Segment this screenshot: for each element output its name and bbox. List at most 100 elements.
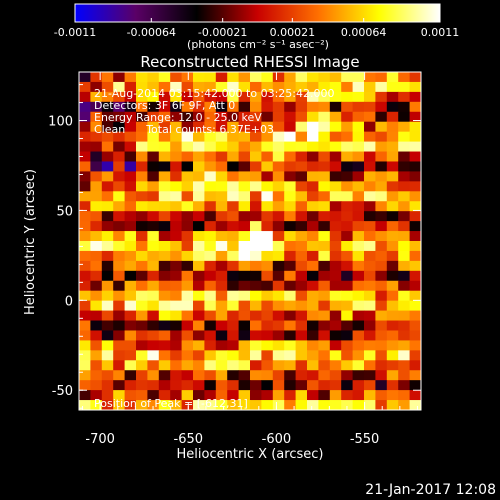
heatmap-cell: [272, 390, 285, 401]
heatmap-cell: [136, 280, 148, 292]
heatmap-cell: [341, 360, 354, 371]
heatmap-cell: [364, 141, 376, 153]
heatmap-cell: [295, 241, 308, 252]
heatmap-cell: [386, 400, 399, 410]
heatmap-cell: [90, 151, 103, 162]
heatmap-cell: [79, 320, 91, 331]
heatmap-cell: [124, 280, 137, 292]
heatmap-cell: [204, 111, 217, 123]
heatmap-cell: [101, 171, 114, 182]
heatmap-cell: [124, 250, 137, 262]
heatmap-cell: [124, 111, 137, 123]
heatmap-cell: [375, 241, 388, 252]
heatmap-cell: [181, 340, 194, 351]
heatmap-cell: [329, 101, 342, 113]
heatmap-cell: [147, 151, 160, 162]
heatmap-cell: [101, 81, 114, 93]
heatmap-cell: [181, 330, 194, 341]
heatmap-cell: [375, 320, 388, 331]
heatmap-cell: [79, 191, 91, 202]
heatmap-cell: [272, 370, 285, 381]
heatmap-cell: [136, 250, 148, 262]
annotation-detectors: Detectors: 3F 6F 9F, Att 0: [94, 99, 235, 112]
heatmap-cell: [386, 340, 399, 351]
heatmap-cell: [250, 151, 262, 162]
heatmap-cell: [136, 111, 148, 123]
heatmap-cell: [238, 101, 251, 113]
heatmap-cell: [215, 270, 228, 282]
heatmap-cell: [364, 91, 376, 103]
heatmap-cell: [341, 131, 354, 143]
heatmap-cell: [113, 390, 126, 401]
heatmap-cell: [307, 81, 319, 93]
heatmap-cell: [79, 181, 91, 192]
heatmap-cell: [386, 131, 399, 143]
heatmap-cell: [136, 91, 148, 103]
y-axis: -50 0 50 100: [48, 84, 421, 409]
heatmap-cell: [227, 221, 240, 232]
heatmap-cell: [272, 171, 285, 182]
heatmap-cell: [238, 390, 251, 401]
heatmap-cell: [364, 270, 376, 282]
heatmap-cell: [329, 161, 342, 172]
heatmap-cell: [318, 181, 331, 192]
heatmap-cell: [295, 171, 308, 182]
heatmap-cell: [113, 91, 126, 103]
heatmap-cell: [158, 211, 171, 222]
heatmap-cell: [215, 390, 228, 401]
heatmap-cell: [318, 101, 331, 113]
heatmap-cell: [113, 370, 126, 381]
heatmap-cell: [90, 250, 103, 262]
heatmap-cell: [79, 161, 91, 172]
heatmap-cell: [147, 131, 160, 143]
heatmap-cell: [238, 350, 251, 361]
heatmap-cell: [398, 191, 411, 202]
heatmap-cell: [113, 360, 126, 371]
heatmap-cell: [170, 72, 183, 83]
heatmap-cell: [113, 310, 126, 322]
heatmap-cell: [204, 290, 217, 302]
heatmap-cell: [307, 270, 319, 282]
heatmap-cell: [386, 320, 399, 331]
heatmap-cell: [90, 181, 103, 192]
heatmap-cell: [158, 81, 171, 93]
heatmap-cell: [90, 191, 103, 202]
heatmap-cell: [284, 211, 297, 222]
heatmap-cell: [215, 101, 228, 113]
heatmap-cell: [204, 101, 217, 113]
heatmap-cell: [215, 211, 228, 222]
heatmap-cell: [364, 111, 376, 123]
heatmap-cell: [113, 221, 126, 232]
heatmap-cell: [307, 330, 319, 341]
heatmap-cell: [341, 260, 354, 272]
heatmap-cell: [341, 300, 354, 312]
heatmap-cell: [170, 290, 183, 302]
heatmap-cell: [284, 141, 297, 153]
heatmap-cell: [364, 280, 376, 292]
heatmap-cell: [227, 161, 240, 172]
heatmap-cell: [364, 330, 376, 341]
heatmap-cell: [227, 400, 240, 410]
heatmap-cell: [307, 310, 319, 322]
heatmap-cell: [364, 370, 376, 381]
heatmap-cell: [284, 131, 297, 143]
heatmap-cell: [409, 171, 421, 182]
heatmap-cell: [193, 171, 205, 182]
heatmap-cell: [238, 161, 251, 172]
heatmap-cell: [193, 201, 205, 212]
heatmap-cell: [398, 290, 411, 302]
heatmap-cell: [409, 201, 421, 212]
heatmap-cell: [352, 360, 365, 371]
heatmap-cell: [158, 320, 171, 331]
heatmap-cell: [90, 121, 103, 133]
heatmap-cell: [79, 91, 91, 103]
heatmap-cell: [227, 380, 240, 391]
heatmap-cell: [284, 201, 297, 212]
heatmap-cell: [136, 121, 148, 133]
heatmap-cell: [158, 400, 171, 410]
heatmap-cell: [250, 181, 262, 192]
heatmap-cell: [147, 260, 160, 272]
heatmap-cell: [79, 211, 91, 222]
heatmap-cell: [90, 171, 103, 182]
